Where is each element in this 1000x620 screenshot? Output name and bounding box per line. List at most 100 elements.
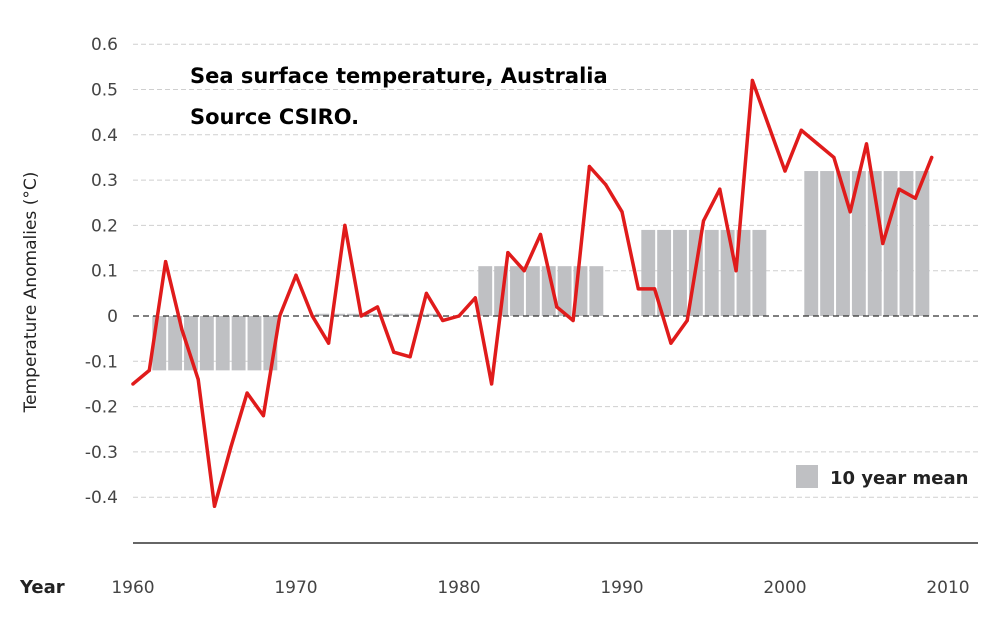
decade-mean-bar	[720, 229, 735, 316]
data-point	[424, 291, 428, 295]
data-point	[164, 260, 168, 264]
data-point	[310, 314, 314, 318]
decade-mean-bar	[899, 171, 914, 316]
data-point	[734, 269, 738, 273]
data-point	[343, 223, 347, 227]
data-point	[620, 210, 624, 214]
x-axis-title: Year	[19, 577, 65, 598]
data-point	[913, 196, 918, 200]
decade-mean-bar	[331, 313, 346, 316]
decade-mean-bar	[657, 229, 672, 316]
data-point	[685, 318, 689, 323]
line-points	[131, 78, 934, 508]
decade-mean-bar	[883, 171, 898, 316]
data-point	[147, 368, 151, 372]
decade-mean-bar	[315, 313, 330, 316]
decade-mean-bar	[231, 316, 246, 371]
decade-mean-bar	[752, 229, 767, 316]
y-tick-label: -0.1	[85, 352, 118, 372]
decade-mean-bar	[589, 266, 604, 316]
legend-label: 10 year mean	[830, 468, 968, 489]
y-tick-label: -0.4	[85, 488, 118, 508]
data-point	[408, 355, 412, 359]
decade-mean-bar	[510, 266, 524, 316]
decade-mean-bar	[851, 171, 866, 316]
decade-mean-bar	[410, 313, 425, 316]
data-point	[930, 155, 934, 160]
data-point	[848, 210, 852, 214]
data-point	[392, 350, 396, 354]
decade-mean-bar	[820, 171, 835, 316]
data-point	[701, 219, 706, 223]
data-point	[457, 314, 461, 318]
data-point	[555, 305, 559, 309]
y-axis-title: Temperature Anomalies (°C)	[21, 172, 41, 414]
decade-mean-bars	[152, 171, 930, 371]
y-tick-label: 0.2	[91, 216, 118, 236]
chart-title: Sea surface temperature, Australia	[190, 64, 608, 88]
data-point	[294, 273, 298, 277]
data-point	[245, 391, 249, 395]
data-point	[490, 382, 494, 386]
x-tick-label: 1970	[274, 578, 317, 598]
data-point	[212, 504, 217, 508]
data-point	[327, 341, 331, 345]
decade-mean-bar	[641, 229, 656, 316]
decade-mean-bar	[199, 316, 214, 371]
data-point	[767, 124, 771, 128]
temperature-anomaly-line	[131, 78, 934, 509]
decade-mean-bar	[247, 316, 262, 371]
data-point	[473, 296, 477, 300]
data-point	[832, 155, 836, 160]
data-point	[636, 287, 640, 291]
decade-mean-bar	[168, 316, 183, 371]
y-tick-label: 0.3	[91, 171, 118, 191]
decade-mean-bar	[557, 266, 572, 316]
y-tick-label: 0.1	[91, 262, 118, 282]
y-tick-labels: 0.6 0.5 0.4 0.3 0.2 0.1 0 -0.1 -0.2 -0.3 -0.4	[85, 35, 118, 508]
x-tick-label: 2010	[926, 578, 969, 598]
decade-mean-bar	[215, 316, 230, 371]
decade-mean-bar	[673, 229, 687, 316]
chart-subtitle: Source CSIRO.	[190, 105, 359, 129]
data-point	[718, 187, 722, 191]
x-tick-label: 1980	[437, 578, 480, 598]
x-tick-labels: 1960 1970 1980 1990 2000 2010	[111, 578, 969, 598]
data-point	[799, 128, 803, 132]
data-point	[441, 318, 445, 323]
x-tick-label: 1960	[111, 578, 154, 598]
data-point	[506, 250, 510, 255]
data-point	[229, 445, 233, 449]
data-point	[587, 164, 592, 169]
decade-mean-bar	[184, 316, 198, 371]
data-point	[261, 414, 265, 418]
decade-mean-bar	[525, 266, 540, 316]
decade-mean-bar	[704, 229, 719, 316]
decade-mean-bar	[394, 313, 409, 316]
y-tick-label: 0	[107, 307, 118, 327]
decade-mean-bar	[347, 313, 361, 316]
data-point	[653, 287, 657, 291]
y-tick-label: 0.6	[91, 35, 118, 55]
data-point	[864, 142, 869, 146]
y-tick-label: 0.5	[91, 81, 118, 101]
legend-swatch	[796, 465, 818, 488]
data-point	[816, 142, 820, 146]
decade-mean-bar	[478, 266, 493, 316]
data-point	[750, 78, 755, 83]
data-point	[278, 314, 282, 318]
data-point	[522, 269, 526, 273]
decade-mean-bar	[378, 313, 393, 316]
data-point	[359, 314, 363, 318]
data-point	[571, 318, 575, 323]
x-tick-label: 2000	[763, 578, 806, 598]
data-point	[881, 241, 885, 246]
y-tick-label: -0.3	[85, 443, 118, 463]
data-point	[196, 377, 200, 382]
data-point	[897, 187, 901, 191]
decade-mean-bar	[804, 171, 819, 316]
data-point	[131, 382, 135, 386]
decade-mean-bar	[362, 313, 377, 316]
decade-mean-bar	[836, 171, 850, 316]
